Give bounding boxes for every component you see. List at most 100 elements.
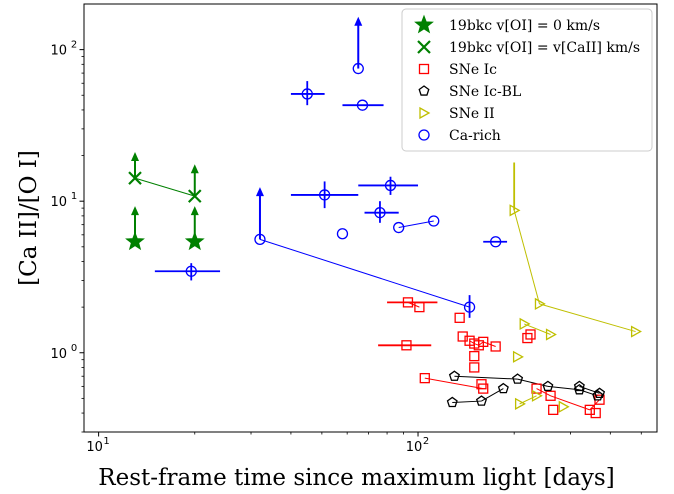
- data-point: [356, 99, 369, 111]
- data-point: [475, 395, 487, 406]
- x-tick-exponent: 2: [423, 436, 429, 447]
- data-point: [519, 317, 531, 331]
- data-point: [548, 404, 559, 416]
- axis-ticks: 10 1 10 210 010 110 2: [50, 40, 642, 455]
- data-point: [469, 362, 480, 373]
- data-point: [590, 407, 601, 419]
- connecting-line: [259, 238, 470, 308]
- data-point: [254, 233, 266, 246]
- x-tick-label: 10: [406, 440, 423, 455]
- connecting-line: [547, 385, 580, 391]
- x-tick-exponent: 1: [103, 436, 109, 447]
- connecting-line: [483, 341, 496, 347]
- data-point: [428, 215, 440, 227]
- connecting-line: [134, 177, 195, 197]
- legend-entry-label: SNe Ic-BL: [449, 84, 521, 100]
- data-point: [534, 297, 546, 311]
- data-point: [525, 329, 536, 340]
- data-point: [384, 179, 397, 192]
- data-point: [463, 301, 476, 313]
- legend: 19bkc v[OI] = 0 km/s 19bkc v[OI] = v[CaII…: [401, 8, 653, 152]
- data-point: [446, 396, 458, 408]
- x-axis-label: Rest-frame time since maximum light [day…: [98, 465, 614, 491]
- error-bars: [131, 16, 516, 347]
- data-point: [401, 340, 412, 351]
- legend-box: [401, 8, 653, 152]
- data-point: [593, 387, 606, 399]
- data-markers: [125, 62, 642, 419]
- lower-limit-arrow-head: [190, 164, 199, 174]
- data-point: [414, 301, 425, 313]
- data-point: [336, 228, 349, 240]
- data-point: [490, 236, 502, 248]
- data-point: [478, 383, 489, 394]
- y-tick-exponent: 0: [71, 343, 77, 354]
- y-tick-label: 10: [50, 44, 67, 59]
- connecting-line: [398, 220, 434, 229]
- connecting-line: [478, 341, 484, 346]
- lower-limit-arrow-head: [190, 206, 199, 216]
- data-point: [512, 373, 524, 384]
- data-point: [352, 62, 364, 75]
- data-point: [187, 189, 202, 203]
- connecting-line: [550, 395, 590, 411]
- connecting-line: [424, 377, 484, 390]
- data-point: [374, 207, 386, 219]
- data-point: [454, 312, 465, 323]
- data-point: [125, 231, 145, 251]
- legend-marker: [417, 40, 431, 54]
- data-point: [558, 400, 570, 413]
- legend-entry-label: 19bkc v[OI] = 0 km/s: [449, 18, 600, 34]
- data-point: [469, 350, 480, 362]
- data-point: [545, 390, 556, 401]
- connecting-line: [539, 303, 636, 333]
- data-point: [584, 404, 595, 416]
- connecting-line: [536, 388, 551, 397]
- connecting-line: [513, 210, 540, 305]
- y-tick-label: 10: [50, 195, 67, 210]
- lower-limit-arrow-head: [255, 187, 264, 197]
- legend-marker: [414, 14, 434, 34]
- data-point: [545, 328, 557, 341]
- data-point: [128, 171, 142, 185]
- legend-marker: [418, 85, 430, 96]
- data-point: [531, 389, 543, 402]
- data-point: [318, 189, 331, 201]
- y-tick-exponent: 1: [71, 191, 77, 202]
- data-point: [514, 397, 526, 410]
- data-point: [630, 325, 642, 338]
- data-point: [448, 370, 460, 381]
- legend-entry-label: 19bkc v[OI] = v[CaII] km/s: [449, 40, 640, 56]
- data-point: [509, 204, 521, 217]
- data-point: [512, 350, 524, 363]
- y-axis-label: [Ca II]/[O I]: [16, 150, 42, 286]
- data-point: [419, 372, 430, 384]
- data-point: [592, 389, 604, 401]
- lower-limit-arrow-head: [354, 16, 363, 26]
- data-point: [497, 382, 509, 394]
- y-tick-label: 10: [50, 347, 67, 362]
- connecting-line: [454, 375, 518, 380]
- data-point: [478, 336, 489, 348]
- lower-limit-arrow-head: [131, 151, 140, 161]
- data-point: [301, 88, 313, 100]
- data-point: [184, 231, 205, 251]
- legend-entry-label: SNe II: [449, 106, 495, 122]
- legend-marker: [418, 129, 430, 141]
- legend-marker: [418, 63, 430, 75]
- lower-limit-arrow-head: [131, 206, 140, 216]
- y-tick-exponent: 2: [71, 40, 77, 51]
- data-point: [542, 380, 554, 392]
- data-point: [522, 332, 533, 344]
- legend-marker: [419, 106, 431, 120]
- data-point: [490, 341, 501, 352]
- x-tick-label: 10: [86, 440, 103, 455]
- data-point: [402, 297, 414, 308]
- data-point: [573, 380, 585, 392]
- legend-entry-label: Ca-rich: [449, 128, 501, 144]
- connecting-line: [474, 343, 479, 346]
- data-point: [393, 221, 405, 234]
- data-point: [185, 265, 197, 277]
- legend-entry-label: SNe Ic: [449, 62, 497, 78]
